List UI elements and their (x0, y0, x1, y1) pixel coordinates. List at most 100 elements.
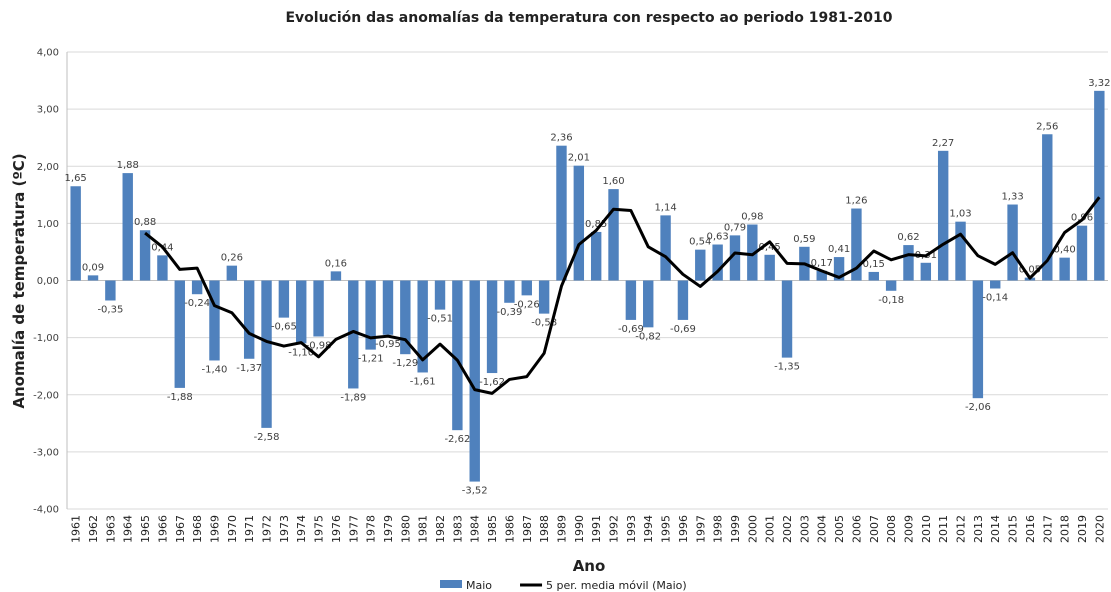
data-label: -2,06 (965, 402, 991, 413)
x-tick-label: 1962 (87, 515, 100, 543)
x-tick-label: 1982 (434, 515, 447, 543)
x-tick-label: 1968 (191, 515, 204, 543)
bar (261, 280, 272, 428)
bar (1007, 204, 1018, 281)
x-tick-label: 1984 (469, 515, 482, 543)
x-tick-label: 1963 (104, 515, 117, 543)
x-tick-label: 1973 (278, 515, 291, 543)
bar (521, 280, 532, 296)
data-label: -1,62 (479, 377, 505, 388)
x-tick-label: 1976 (330, 515, 343, 543)
x-tick-label: 1986 (503, 515, 516, 543)
x-tick-label: 2001 (764, 515, 777, 543)
x-tick-label: 1980 (399, 515, 412, 543)
data-label: 0,88 (134, 217, 156, 228)
bar (643, 280, 654, 328)
data-label: 1,33 (1001, 192, 1023, 203)
data-label: -0,35 (97, 304, 123, 315)
x-tick-label: 1974 (295, 515, 308, 543)
bar (747, 224, 758, 281)
bar (174, 280, 185, 388)
data-label: -1,21 (358, 354, 384, 365)
bar (677, 280, 689, 320)
moving-average-line (144, 196, 1101, 395)
bar (764, 254, 775, 281)
bar (243, 280, 255, 359)
bar (486, 280, 498, 374)
bar (226, 265, 238, 281)
x-tick-label: 1969 (208, 515, 221, 543)
bar (313, 280, 324, 337)
data-label: 1,88 (117, 160, 139, 171)
bar (278, 280, 290, 318)
y-tick-label: 4,00 (37, 48, 59, 59)
data-label: 0,05 (1019, 265, 1041, 276)
bar (400, 280, 411, 355)
data-label: 0,40 (1053, 245, 1075, 256)
data-label: 0,17 (811, 258, 833, 269)
bar (330, 271, 342, 281)
y-axis-title: Anomalía de temperatura (ºC) (10, 153, 28, 408)
x-tick-label: 2004 (816, 515, 829, 543)
y-tick-label: -2,00 (33, 390, 59, 401)
legend-swatch (440, 580, 462, 588)
x-tick-label: 2005 (833, 515, 846, 543)
data-label: 1,60 (602, 176, 624, 187)
bar (191, 280, 203, 295)
data-label: 0,54 (689, 237, 711, 248)
data-label: -0,24 (184, 298, 210, 309)
x-tick-label: 2016 (1024, 515, 1037, 543)
data-label: -2,62 (444, 434, 470, 445)
bar (556, 145, 567, 281)
data-label: 0,41 (828, 244, 850, 255)
data-label: 1,65 (65, 173, 87, 184)
x-tick-label: 1988 (538, 515, 551, 543)
data-label: -0,26 (514, 299, 540, 310)
bar (1094, 90, 1105, 281)
x-tick-label: 1964 (122, 515, 135, 543)
data-label: 1,26 (845, 196, 867, 207)
y-tick-label: -1,00 (33, 333, 59, 344)
y-tick-label: 0,00 (37, 276, 59, 287)
x-tick-label: 1970 (226, 515, 239, 543)
data-label: -2,58 (254, 432, 280, 443)
bar (70, 186, 81, 281)
data-label: -0,65 (271, 322, 297, 333)
data-label: -1,89 (340, 392, 366, 403)
data-label: 0,62 (897, 232, 919, 243)
data-label: -0,82 (635, 331, 661, 342)
y-tick-label: 1,00 (37, 219, 59, 230)
x-tick-label: 1987 (521, 515, 534, 543)
x-tick-label: 1967 (174, 515, 187, 543)
x-tick-label: 1972 (261, 515, 274, 543)
y-tick-label: -4,00 (33, 505, 59, 516)
bar (296, 280, 307, 344)
data-label: 0,16 (325, 258, 347, 269)
bar (573, 165, 585, 281)
x-tick-label: 1999 (729, 515, 742, 543)
bar (660, 215, 671, 281)
data-label: 2,27 (932, 138, 954, 149)
data-label: 0,45 (759, 242, 781, 253)
bar (504, 280, 515, 303)
bar (590, 231, 602, 281)
bar (417, 280, 428, 373)
bar (538, 280, 550, 314)
bar (365, 280, 376, 350)
data-label: -1,61 (410, 376, 436, 387)
x-tick-label: 1983 (451, 515, 464, 543)
data-label: 1,03 (949, 209, 971, 220)
x-tick-label: 1979 (382, 515, 395, 543)
data-label: 2,01 (568, 153, 590, 164)
x-tick-label: 1993 (625, 515, 638, 543)
x-tick-label: 1975 (313, 515, 326, 543)
x-tick-label: 2013 (972, 515, 985, 543)
data-label: -0,18 (878, 295, 904, 306)
data-label: 1,14 (654, 202, 676, 213)
x-axis-title: Ano (573, 557, 606, 575)
x-tick-label: 1997 (694, 515, 707, 543)
data-label: -0,58 (531, 318, 557, 329)
data-label: 0,59 (793, 234, 815, 245)
data-label: 3,32 (1088, 78, 1110, 89)
